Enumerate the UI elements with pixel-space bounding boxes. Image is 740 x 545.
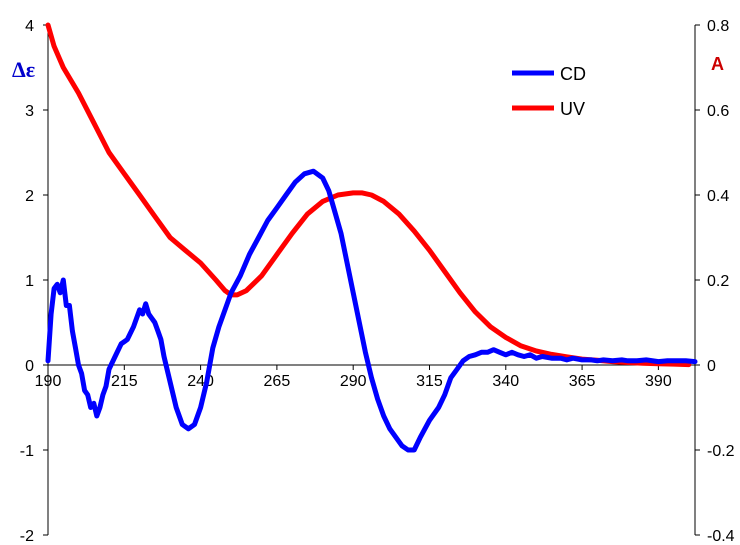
x-tick-labels: 190 215 240 265 290 315 340 365 390 xyxy=(35,373,672,390)
x-tick-label: 265 xyxy=(264,373,291,390)
x-tick-label: 290 xyxy=(340,373,367,390)
plot-area xyxy=(47,25,696,535)
y2-tick-label: 0.6 xyxy=(707,103,729,120)
x-tick-label: 215 xyxy=(111,373,138,390)
legend-cd-label: CD xyxy=(560,64,586,84)
x-tick-label: 365 xyxy=(569,373,596,390)
y2-tick-label: -0.4 xyxy=(707,528,735,545)
axis-ticks xyxy=(43,24,700,536)
y-tick-label: -1 xyxy=(20,443,34,460)
y-tick-label: 4 xyxy=(25,18,34,35)
y2-tick-label: 0.2 xyxy=(707,273,729,290)
legend-uv-label: UV xyxy=(560,99,585,119)
y-tick-label: 1 xyxy=(25,273,34,290)
y-tick-label: 3 xyxy=(25,103,34,120)
y-tick-label: 2 xyxy=(25,188,34,205)
y2-tick-label: 0.4 xyxy=(707,188,729,205)
x-tick-label: 340 xyxy=(492,373,519,390)
x-tick-label: 190 xyxy=(35,373,62,390)
y-tick-label: -2 xyxy=(20,528,34,545)
legend: CD UV xyxy=(512,64,586,119)
y-tick-label: 0 xyxy=(25,358,34,375)
y2-tick-labels: 0.8 0.6 0.4 0.2 0 -0.2 -0.4 xyxy=(707,18,735,545)
x-tick-label: 390 xyxy=(645,373,672,390)
y2-axis-label: A xyxy=(711,54,724,74)
y2-tick-label: 0 xyxy=(707,358,716,375)
x-tick-label: 315 xyxy=(416,373,443,390)
y2-tick-label: 0.8 xyxy=(707,18,729,35)
y2-tick-label: -0.2 xyxy=(707,443,735,460)
series-cd-line xyxy=(45,168,698,453)
y-axis-label: Δε xyxy=(12,57,35,82)
y-tick-labels: 4 3 2 1 0 -1 -2 xyxy=(20,18,34,545)
